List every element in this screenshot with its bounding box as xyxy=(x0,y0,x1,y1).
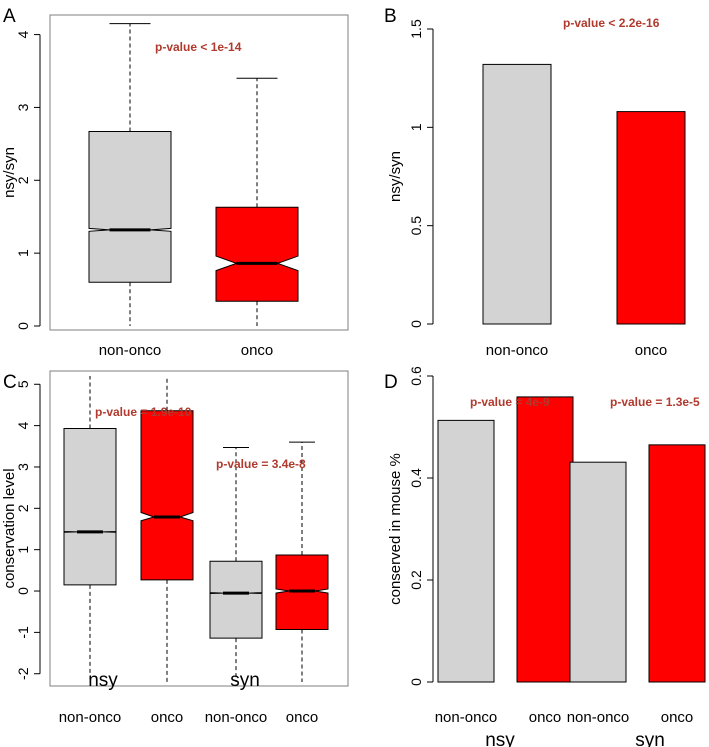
panel-C: C -2 -1 0 1 2 3 4 5 conservation level non-onco onc… xyxy=(1,370,349,726)
bar-onco xyxy=(516,396,574,683)
box-non-onco xyxy=(88,23,172,326)
bar-non-onco xyxy=(437,419,495,683)
panel-A: A 0 1 2 3 4 nsy/syn non-onco onco xyxy=(1,6,349,359)
panel-B: B 0 0.5 1 1.5 nsy/syn non-onco onco xyxy=(384,6,686,359)
y-tick-label: 4 xyxy=(15,30,31,38)
x-category-label: onco xyxy=(151,709,184,726)
group-label: syn xyxy=(635,730,665,747)
panel-letter: D xyxy=(384,372,398,393)
y-axis-label: conservation level xyxy=(1,468,18,588)
y-tick-label: 1 xyxy=(408,123,424,131)
y-axis-label: nsy/syn xyxy=(387,151,404,202)
y-tick-label: 0 xyxy=(15,322,31,330)
p-value-annotation: p-value = 1.3e-5 xyxy=(610,395,700,409)
box-onco xyxy=(275,441,329,682)
x-category-label: non-onco xyxy=(567,709,630,726)
y-tick-label: -1 xyxy=(15,626,31,639)
p-value-annotation: p-value = 1.9e-10 xyxy=(95,405,192,419)
group-label: nsy xyxy=(485,730,515,747)
y-tick-label: 0.4 xyxy=(408,468,424,488)
box-body xyxy=(140,410,194,581)
box-onco xyxy=(215,77,299,326)
x-category-label: non-onco xyxy=(486,342,549,359)
x-category-label: onco xyxy=(661,709,694,726)
x-category-label: onco xyxy=(529,709,562,726)
y-tick-label: 1 xyxy=(15,546,31,554)
panel-letter: A xyxy=(3,6,16,27)
x-category-label: onco xyxy=(241,342,274,359)
box-body xyxy=(209,560,263,639)
x-category-label: non-onco xyxy=(205,709,268,726)
y-tick-label: 2 xyxy=(15,176,31,184)
y-axis-label: nsy/syn xyxy=(1,147,18,198)
panel-D: D 0 0.2 0.4 0.6 conserved in mouse % non-onco o… xyxy=(384,366,706,726)
bar-non-onco xyxy=(482,63,552,325)
y-tick-label: 0.2 xyxy=(408,570,424,590)
y-tick-label: 0 xyxy=(15,587,31,595)
p-value-annotation: p-value = 3.4e-8 xyxy=(216,457,306,471)
x-category-label: onco xyxy=(286,709,319,726)
x-category-label: non-onco xyxy=(99,342,162,359)
y-tick-label: 2 xyxy=(15,504,31,512)
box-body xyxy=(63,428,117,586)
y-tick-label: 4 xyxy=(15,422,31,430)
box-non-onco xyxy=(209,447,263,682)
group-label: syn xyxy=(230,670,260,691)
y-tick-label: 1.5 xyxy=(408,19,424,39)
y-tick-label: 3 xyxy=(15,463,31,471)
x-category-label: non-onco xyxy=(59,709,122,726)
y-tick-label: 0 xyxy=(408,678,424,686)
plot-frame xyxy=(49,14,349,331)
p-value-annotation: p-value < 2.2e-16 xyxy=(563,16,660,30)
y-tick-label: 0 xyxy=(408,320,424,328)
bar-onco xyxy=(648,444,706,683)
plot-frame xyxy=(49,370,349,687)
box-non-onco xyxy=(63,376,117,682)
y-axis-label: conserved in mouse % xyxy=(387,453,404,605)
p-value-annotation: p-value < 1e-14 xyxy=(155,40,242,54)
y-tick-label: 3 xyxy=(15,103,31,111)
box-body xyxy=(88,130,172,283)
bar-non-onco xyxy=(569,461,627,683)
panel-letter: C xyxy=(3,372,17,393)
bar-onco xyxy=(616,111,686,325)
x-category-label: onco xyxy=(635,342,668,359)
x-category-label: non-onco xyxy=(435,709,498,726)
box-onco xyxy=(140,376,194,682)
p-value-annotation: p-value = 4e-9 xyxy=(470,395,550,409)
y-tick-label: 5 xyxy=(15,380,31,388)
y-tick-label: -2 xyxy=(15,667,31,680)
group-label: nsy xyxy=(88,670,118,691)
box-body xyxy=(215,206,299,302)
y-tick-label: 0.6 xyxy=(408,366,424,386)
y-tick-label: 0.5 xyxy=(408,216,424,236)
panel-letter: B xyxy=(384,6,397,27)
y-tick-label: 1 xyxy=(15,249,31,257)
